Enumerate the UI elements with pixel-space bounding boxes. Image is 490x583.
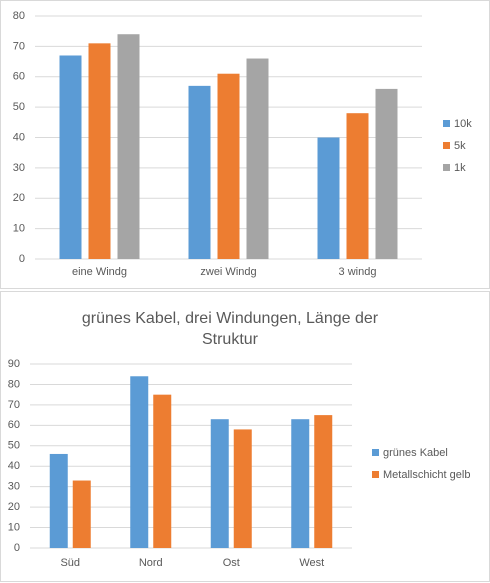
y-tick-label: 50 [8,440,20,452]
bar [49,453,68,548]
x-tick-label: Ost [223,557,240,569]
x-tick-label: Süd [60,557,80,569]
y-tick-label: 60 [13,71,25,83]
y-tick-label: 50 [13,101,25,113]
y-tick-label: 70 [13,40,25,52]
y-tick-label: 20 [8,501,20,513]
chart-title: grünes Kabel, drei Windungen, Länge der … [81,310,379,348]
y-tick-label: 30 [8,481,20,493]
legend-swatch [443,142,450,149]
bar [317,137,340,259]
legend-swatch [372,471,379,478]
x-tick-label: eine Windg [72,266,127,278]
bar [314,415,333,548]
y-tick-label: 20 [13,192,25,204]
x-tick-label: West [299,557,324,569]
y-tick-label: 60 [8,419,20,431]
y-tick-label: 90 [8,358,20,370]
bar [246,58,269,260]
bar [117,34,140,259]
y-tick-label: 80 [13,10,25,22]
y-tick-label: 0 [19,253,25,265]
legend-label: grünes Kabel [383,447,448,459]
bar [59,55,82,259]
legend-label: 1k [454,162,466,174]
bar [233,429,252,548]
legend-label: 5k [454,140,466,152]
x-tick-label: 3 windg [339,266,377,278]
y-tick-label: 10 [13,223,25,235]
chart-frame [0,0,490,289]
y-tick-label: 40 [13,131,25,143]
bar [72,480,91,548]
legend-label: 10k [454,118,472,130]
y-tick-label: 10 [8,521,20,533]
y-tick-label: 30 [13,162,25,174]
bar [130,376,149,548]
bar [217,73,240,260]
y-tick-label: 80 [8,378,20,390]
bar [188,85,211,259]
bar [375,88,398,260]
bar [346,113,369,259]
bar [210,419,229,548]
bar [88,43,111,260]
y-tick-label: 40 [8,460,20,472]
y-tick-label: 0 [14,542,20,554]
legend-swatch [443,120,450,127]
x-tick-label: zwei Windg [200,266,256,278]
x-tick-label: Nord [139,557,163,569]
bar [153,394,172,548]
bar [291,419,310,548]
legend-swatch [443,164,450,171]
legend-swatch [372,449,379,456]
y-tick-label: 70 [8,399,20,411]
legend-label: Metallschicht gelb [383,469,470,481]
